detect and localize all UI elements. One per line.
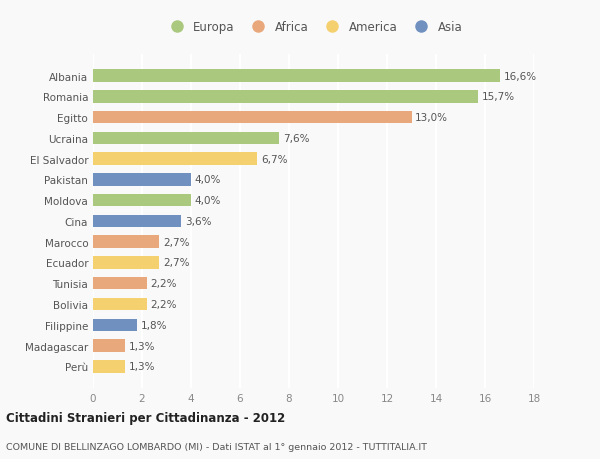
- Bar: [93, 257, 159, 269]
- Text: 2,7%: 2,7%: [163, 237, 190, 247]
- Bar: [93, 70, 500, 83]
- Bar: [93, 91, 478, 103]
- Text: 6,7%: 6,7%: [261, 154, 287, 164]
- Text: 16,6%: 16,6%: [503, 72, 536, 81]
- Bar: [93, 215, 181, 228]
- Bar: [93, 112, 412, 124]
- Bar: [93, 132, 279, 145]
- Legend: Europa, Africa, America, Asia: Europa, Africa, America, Asia: [165, 21, 462, 34]
- Text: 7,6%: 7,6%: [283, 134, 310, 144]
- Text: 2,7%: 2,7%: [163, 258, 190, 268]
- Text: 4,0%: 4,0%: [194, 196, 221, 206]
- Text: 2,2%: 2,2%: [151, 299, 177, 309]
- Text: 2,2%: 2,2%: [151, 279, 177, 289]
- Text: 1,8%: 1,8%: [141, 320, 167, 330]
- Text: 3,6%: 3,6%: [185, 217, 211, 226]
- Text: Cittadini Stranieri per Cittadinanza - 2012: Cittadini Stranieri per Cittadinanza - 2…: [6, 412, 285, 425]
- Text: COMUNE DI BELLINZAGO LOMBARDO (MI) - Dati ISTAT al 1° gennaio 2012 - TUTTITALIA.: COMUNE DI BELLINZAGO LOMBARDO (MI) - Dat…: [6, 442, 427, 451]
- Bar: [93, 153, 257, 166]
- Text: 13,0%: 13,0%: [415, 113, 448, 123]
- Bar: [93, 277, 147, 290]
- Text: 1,3%: 1,3%: [128, 341, 155, 351]
- Bar: [93, 236, 159, 248]
- Bar: [93, 319, 137, 331]
- Text: 1,3%: 1,3%: [128, 362, 155, 371]
- Text: 4,0%: 4,0%: [194, 175, 221, 185]
- Bar: [93, 340, 125, 352]
- Bar: [93, 298, 147, 311]
- Bar: [93, 195, 191, 207]
- Text: 15,7%: 15,7%: [481, 92, 514, 102]
- Bar: [93, 174, 191, 186]
- Bar: [93, 360, 125, 373]
